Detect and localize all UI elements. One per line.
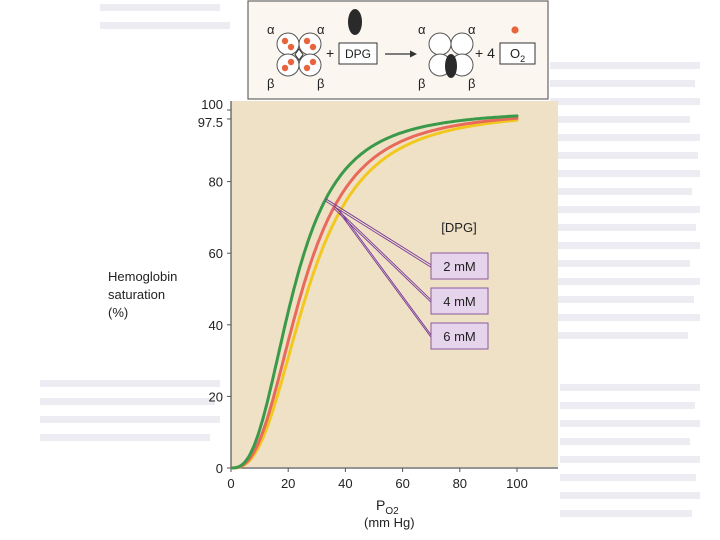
beta-label: β <box>468 76 475 91</box>
alpha-label: α <box>317 22 325 37</box>
y-axis-ticks: 0 20 40 60 80 97.5 100 <box>198 100 231 476</box>
legend-label: 6 mM <box>443 329 476 344</box>
legend-box <box>430 287 489 315</box>
x-axis-unit: (mm Hg) <box>364 515 415 530</box>
x-tick-label: 80 <box>453 476 467 491</box>
leader-line <box>325 200 432 268</box>
alpha-label: α <box>418 22 426 37</box>
plot-panel <box>231 101 558 467</box>
reaction-arrow <box>385 50 417 58</box>
y-tick-label: 100 <box>201 100 223 112</box>
alpha-label: α <box>468 22 476 37</box>
central-cavity <box>294 48 304 61</box>
y-tick-label: 97.5 <box>198 115 223 130</box>
leader-line <box>339 210 432 336</box>
legend-box <box>430 322 489 350</box>
curve-4-mm <box>230 116 519 470</box>
dpg-label-box <box>338 42 378 65</box>
alpha-label: α <box>267 22 275 37</box>
oxygen-saturation-chart: 0 20 40 60 80 97.5 100 0 20 40 60 80 100 [DPG] 2 mM… <box>108 100 558 530</box>
scheme-frame <box>247 0 549 100</box>
x-tick-label: 60 <box>395 476 409 491</box>
leader-line <box>339 212 432 338</box>
bound-dpg-icon <box>445 54 457 78</box>
legend-box <box>430 252 489 280</box>
leader-line <box>333 205 432 301</box>
y-tick-label: 80 <box>209 175 223 190</box>
beta-label: β <box>418 76 425 91</box>
curve-2-mm <box>230 114 519 470</box>
y-tick-label: 20 <box>209 389 223 404</box>
dpg-binding-scheme: α α β β + DPG α α β β + 4 O2 <box>247 0 549 100</box>
o2-dots-bound <box>281 37 317 72</box>
beta-label: β <box>317 76 324 91</box>
x-tick-label: 40 <box>338 476 352 491</box>
x-tick-label: 100 <box>506 476 528 491</box>
legend-title: [DPG] <box>441 220 476 235</box>
y-axis-label-line-1: Hemoglobin <box>108 269 177 284</box>
x-tick-label: 20 <box>281 476 295 491</box>
dpg-molecule-icon <box>348 9 362 35</box>
released-o2-icon <box>511 26 519 34</box>
y-axis-label-line-2: saturation <box>108 287 165 302</box>
plus-sign: + <box>326 45 334 61</box>
dpg-bound-hemoglobin-tetramer <box>428 32 474 78</box>
y-tick-label: 60 <box>209 246 223 261</box>
beta-label: β <box>267 76 274 91</box>
legend: 2 mM 4 mM 6 mM <box>325 198 489 350</box>
x-axis-ticks: 0 20 40 60 80 100 <box>227 468 528 491</box>
x-tick-label: 0 <box>227 476 234 491</box>
plus-four-label: + 4 <box>475 45 495 61</box>
curve-6-mm <box>230 118 519 470</box>
deoxy-hemoglobin-tetramer <box>276 32 322 77</box>
o2-label-box <box>499 42 536 65</box>
y-tick-label: 40 <box>209 318 223 333</box>
saturation-curves <box>230 114 519 470</box>
leader-line <box>325 198 432 266</box>
o2-label: O2 <box>510 46 525 64</box>
dpg-label: DPG <box>345 47 371 61</box>
legend-label: 2 mM <box>443 259 476 274</box>
legend-label: 4 mM <box>443 294 476 309</box>
x-axis-label: PO2 <box>376 497 399 517</box>
y-axis-label-line-3: (%) <box>108 305 128 320</box>
y-tick-label: 0 <box>216 461 223 476</box>
